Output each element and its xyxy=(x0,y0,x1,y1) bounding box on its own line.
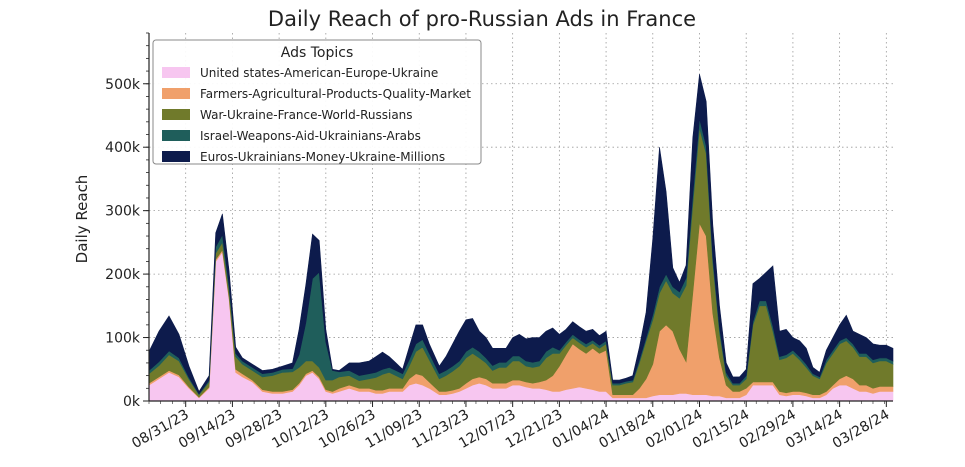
chart-title: Daily Reach of pro-Russian Ads in France xyxy=(268,7,696,31)
axes xyxy=(143,32,893,407)
legend-frame xyxy=(152,39,482,165)
y-tick-label: 100k xyxy=(105,331,141,347)
legend-entry-label: Farmers-Agricultural-Products-Quality-Ma… xyxy=(200,87,471,101)
y-tick-labels: 0k 100k 200k 300k 400k 500k xyxy=(105,77,141,410)
area-series xyxy=(148,74,894,395)
y-tick-label: 400k xyxy=(105,140,141,156)
x-tick-labels: 08/31/2309/14/2309/28/2310/12/2310/26/23… xyxy=(129,407,892,452)
y-tick-label: 300k xyxy=(105,204,141,220)
legend-entry-label: United states-American-Europe-Ukraine xyxy=(200,66,438,80)
legend-items: United states-American-Europe-Ukraine Far… xyxy=(162,66,471,164)
area-series-group xyxy=(148,74,894,402)
legend-swatch xyxy=(162,130,190,141)
legend-swatch xyxy=(162,88,190,99)
legend-entry-label: Euros-Ukrainians-Money-Ukraine-Millions xyxy=(200,150,445,164)
legend-entry-label: Israel-Weapons-Aid-Ukrainians-Arabs xyxy=(200,129,421,143)
legend-title: Ads Topics xyxy=(281,45,353,61)
legend-swatch xyxy=(162,67,190,78)
y-axis-label: Daily Reach xyxy=(73,175,91,264)
legend-entry-label: War-Ukraine-France-World-Russians xyxy=(200,108,413,122)
y-tick-label: 500k xyxy=(105,77,141,93)
legend-swatch xyxy=(162,109,190,120)
legend: Ads Topics United states-American-Europe… xyxy=(152,39,482,165)
legend-swatch xyxy=(162,151,190,162)
y-tick-label: 200k xyxy=(105,267,141,283)
y-tick-label: 0k xyxy=(123,394,141,410)
